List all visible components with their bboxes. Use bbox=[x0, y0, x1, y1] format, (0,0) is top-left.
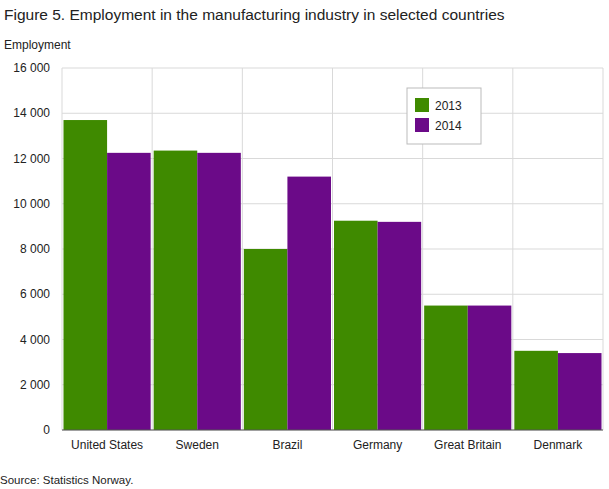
bar bbox=[424, 306, 468, 430]
bar bbox=[197, 153, 241, 430]
bar bbox=[64, 120, 108, 430]
y-tick-label: 6 000 bbox=[20, 287, 50, 301]
separator bbox=[242, 68, 243, 430]
legend-label: 2013 bbox=[435, 99, 462, 113]
legend-box bbox=[407, 88, 481, 144]
separator bbox=[603, 68, 604, 430]
separator bbox=[332, 68, 333, 430]
bar bbox=[514, 351, 558, 430]
y-tick-label: 10 000 bbox=[13, 197, 50, 211]
y-tick-label: 14 000 bbox=[13, 106, 50, 120]
legend-label: 2014 bbox=[435, 119, 462, 133]
bar bbox=[378, 222, 422, 430]
y-tick-label: 16 000 bbox=[13, 61, 50, 75]
bar bbox=[154, 151, 198, 430]
source: Source: Statistics Norway. bbox=[0, 474, 133, 486]
y-tick-label: 0 bbox=[43, 423, 50, 437]
y-axis-label: Employment bbox=[4, 38, 71, 52]
x-tick-label: Germany bbox=[353, 438, 402, 452]
bar bbox=[558, 353, 602, 430]
x-tick-label: Denmark bbox=[534, 438, 584, 452]
x-axis bbox=[62, 430, 603, 431]
x-tick-label: Sweden bbox=[176, 438, 219, 452]
separator bbox=[62, 68, 63, 430]
legend: 2013 2014 bbox=[407, 88, 481, 144]
separator bbox=[512, 68, 513, 430]
chart: Figure 5. Employment in the manufacturin… bbox=[0, 0, 609, 489]
x-tick-label: United States bbox=[71, 438, 143, 452]
y-tick-label: 8 000 bbox=[20, 242, 50, 256]
separator bbox=[152, 68, 153, 430]
bar bbox=[244, 249, 288, 430]
grid-line bbox=[62, 430, 603, 431]
title: Figure 5. Employment in the manufacturin… bbox=[4, 6, 505, 23]
legend-swatch bbox=[415, 98, 429, 112]
legend-swatch bbox=[415, 118, 429, 132]
bar bbox=[107, 153, 151, 430]
bar bbox=[287, 177, 331, 430]
bars bbox=[64, 120, 602, 430]
x-tick-label: Brazil bbox=[272, 438, 302, 452]
x-tick-label: Great Britain bbox=[434, 438, 501, 452]
y-tick-label: 2 000 bbox=[20, 378, 50, 392]
y-tick-label: 12 000 bbox=[13, 152, 50, 166]
bar bbox=[334, 221, 378, 430]
bar bbox=[468, 306, 512, 430]
y-tick-label: 4 000 bbox=[20, 333, 50, 347]
